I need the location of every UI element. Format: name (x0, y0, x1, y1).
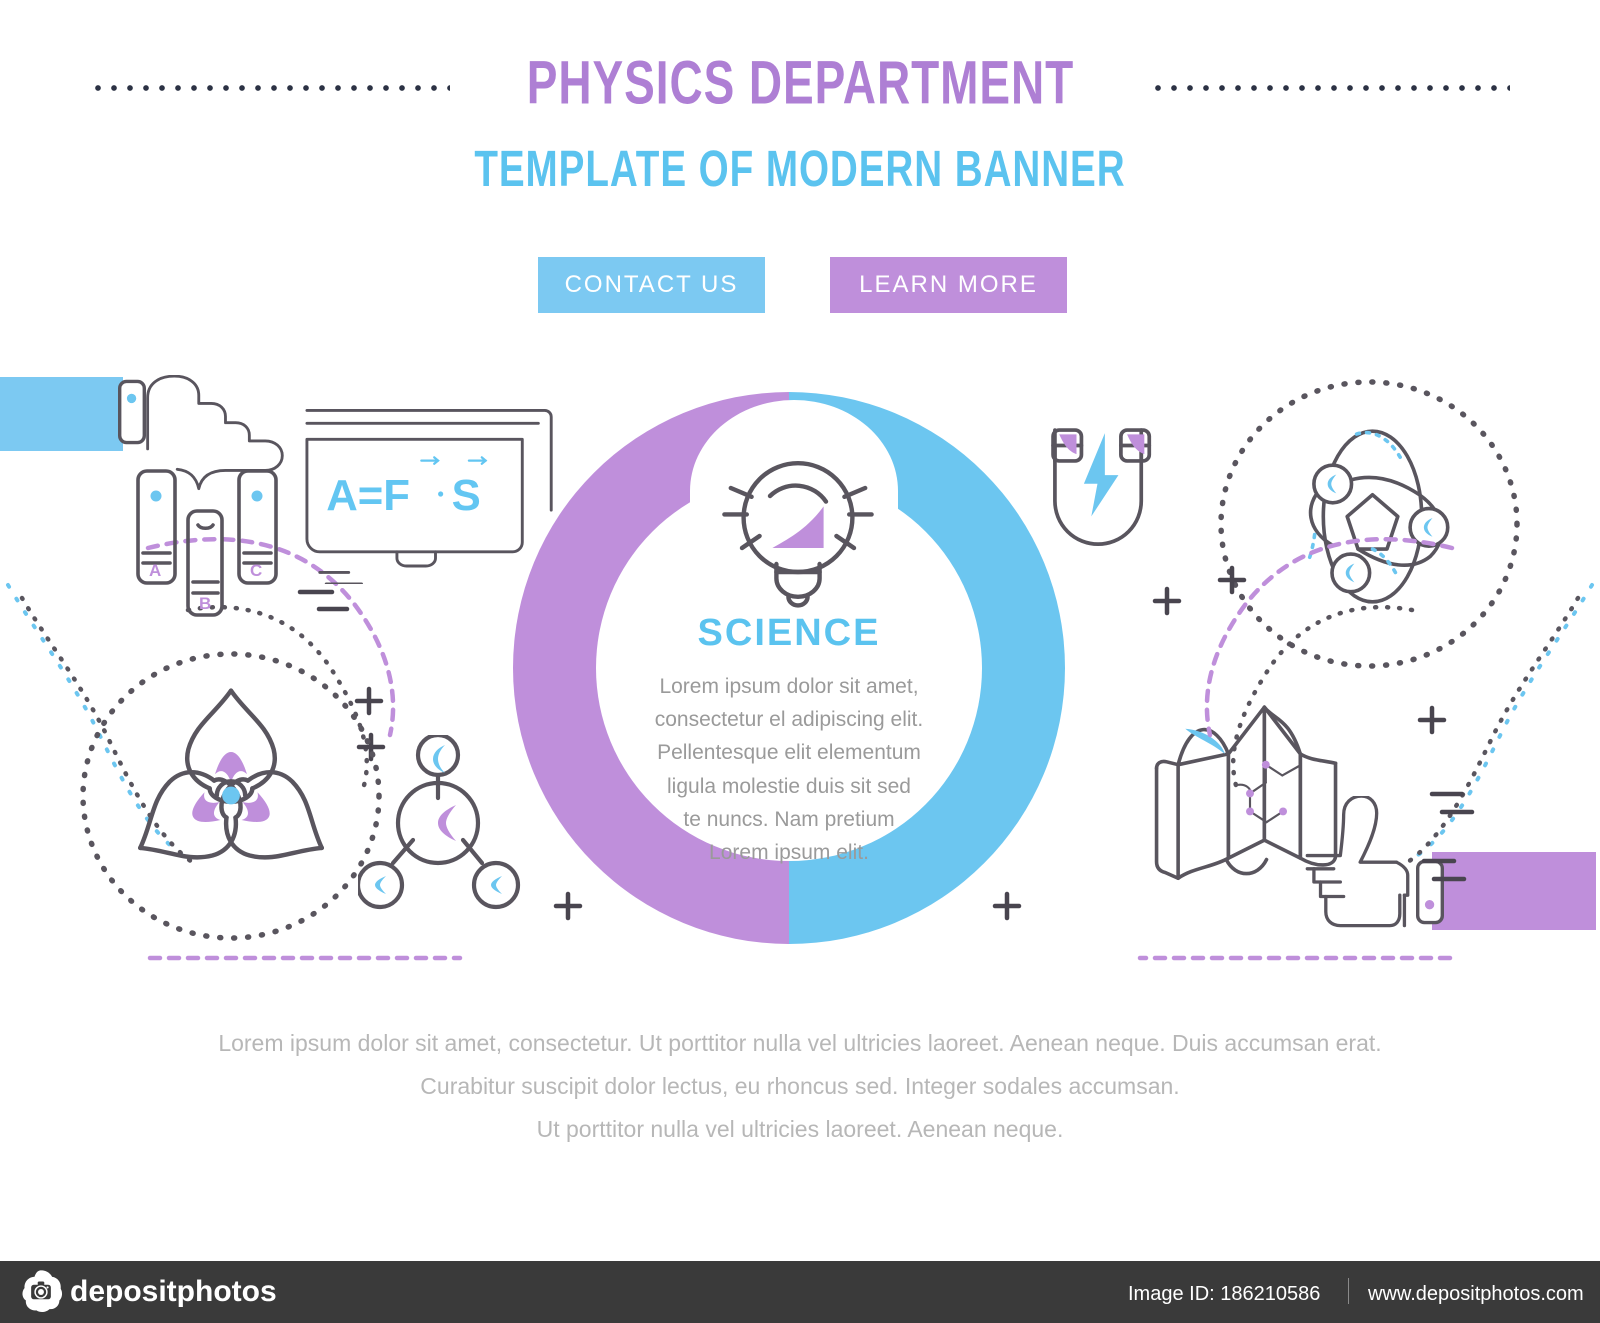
svg-text:B: B (199, 594, 211, 613)
svg-text:C: C (250, 561, 262, 580)
svg-text:S: S (452, 471, 481, 520)
svg-text:A=F: A=F (326, 471, 410, 520)
svg-text:A: A (149, 561, 161, 580)
